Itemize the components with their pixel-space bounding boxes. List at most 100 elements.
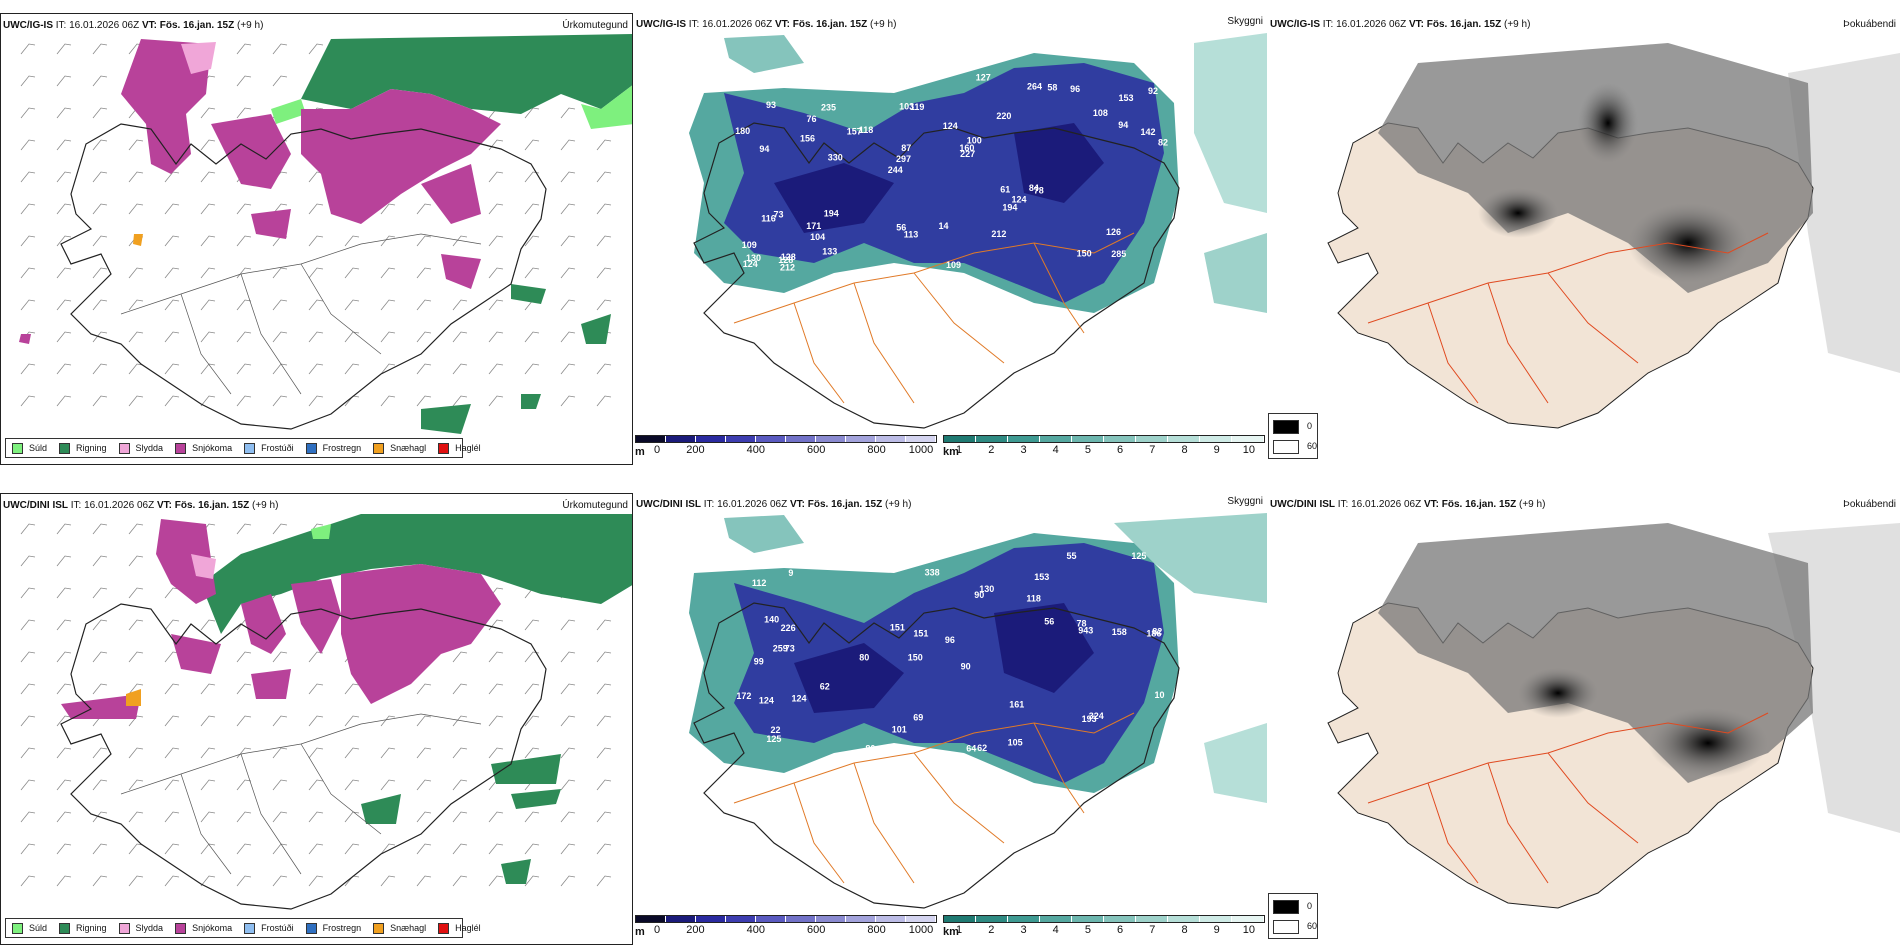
sleet-area (181, 42, 216, 74)
wind-barb (488, 299, 504, 311)
cloud-base-value: 324 (1089, 711, 1104, 721)
wind-barb (416, 331, 432, 343)
colorbar-tick-label: 0 (653, 924, 661, 936)
legend-swatch (438, 442, 450, 454)
wind-barb (524, 139, 540, 151)
legend-swatch (118, 442, 130, 454)
cloud-base-value: 194 (1002, 202, 1017, 212)
cloud-base-value: 285 (1111, 249, 1126, 259)
cloud-base-value: 212 (991, 229, 1006, 239)
cloud-base-value: 127 (976, 72, 991, 82)
cloud-base-value: 116 (761, 214, 776, 224)
colorbar-tick-label: 10 (1242, 924, 1256, 936)
wind-barb (416, 299, 432, 311)
colorbar-tick-label: 200 (686, 924, 705, 936)
wind-barb (92, 843, 108, 855)
wind-barb (272, 363, 288, 375)
roads (1367, 232, 1769, 404)
wind-barb (272, 875, 288, 887)
legend-swatch (244, 442, 256, 454)
cloud-base-labels: 285 94 153 244 220 128 103 124 73 118 109 104 119 100… (735, 65, 1168, 272)
wind-barb (128, 683, 144, 695)
cloud-base-value: 150 (1077, 249, 1092, 259)
cloud-base-value: 22 (771, 725, 781, 735)
wind-barb (272, 779, 288, 791)
wind-barb (524, 331, 540, 343)
wind-barb (560, 651, 576, 663)
cloud-base-value: 108 (1093, 108, 1108, 118)
colorbar-tick-label: 1000 (908, 924, 934, 936)
cloud-base-value: 264 (1027, 81, 1042, 91)
wind-barb (596, 875, 612, 887)
wind-barb (20, 555, 36, 567)
wind-barb (56, 843, 72, 855)
rain-area (581, 314, 611, 344)
colorbar-tick-label: 800 (867, 444, 886, 456)
wind-barb (272, 395, 288, 407)
snow-area (301, 89, 501, 224)
wind-barb (272, 75, 288, 87)
init-time: IT: 16.01.2026 06Z (1337, 499, 1422, 510)
snow-area (251, 669, 291, 699)
wind-barb (308, 235, 324, 247)
cloud-base-value: 220 (996, 111, 1011, 121)
wind-barb (344, 811, 360, 823)
wind-barb (236, 651, 252, 663)
wind-barb (344, 843, 360, 855)
cloud-base-value: 87 (901, 143, 911, 153)
panel-header: UWC/DINI ISL IT: 16.01.2026 06Z VT: Fös.… (636, 499, 911, 510)
cloud-base-value: 99 (754, 656, 764, 666)
fog-legend: 0 60 (1268, 413, 1318, 459)
wind-barb (308, 747, 324, 759)
cloud-base-value: 118 (1026, 594, 1041, 604)
valid-time: Fös. 16.jan. 15Z (807, 499, 883, 510)
wind-barb (236, 875, 252, 887)
roads (120, 233, 482, 395)
wind-barb (488, 171, 504, 183)
colorbar-segment (666, 916, 696, 922)
panel-header: UWC/IG-IS IT: 16.01.2026 06Z VT: Fös. 16… (3, 20, 263, 31)
legend-label: Haglél (455, 443, 481, 453)
wind-barb (164, 747, 180, 759)
wind-barb (488, 363, 504, 375)
legend-swatch (59, 922, 71, 934)
wind-barb (236, 235, 252, 247)
panel-title: Þokuábendi (1843, 19, 1896, 30)
colorbar-tick-label: 400 (746, 444, 765, 456)
wind-barb (92, 267, 108, 279)
wind-barb (416, 683, 432, 695)
wind-barb (92, 811, 108, 823)
cloud-base-value: 82 (1158, 138, 1168, 148)
cloud-visibility-panel-dini: UWC/DINI ISL IT: 16.01.2026 06Z VT: Fös.… (634, 493, 1267, 945)
wind-barb (488, 235, 504, 247)
legend-item: Haglél (438, 922, 481, 934)
wind-barb (56, 107, 72, 119)
cloud-base-value: 112 (752, 578, 767, 588)
wind-barb (272, 843, 288, 855)
fog-index-panel-igis: UWC/IG-IS IT: 16.01.2026 06Z VT: Fös. 16… (1268, 13, 1900, 465)
wind-barb (416, 875, 432, 887)
wind-barb (416, 267, 432, 279)
wind-barb (524, 235, 540, 247)
wind-barb (92, 171, 108, 183)
wind-barb (416, 363, 432, 375)
colorbar-segment (786, 916, 816, 922)
wind-barb (236, 331, 252, 343)
valid-time: Fös. 16.jan. 15Z (159, 20, 235, 31)
cloud-base-area (1014, 123, 1104, 203)
wind-barb (128, 331, 144, 343)
fog-core (1648, 708, 1768, 778)
cloud-base-value: 194 (824, 208, 839, 218)
wind-barb (452, 875, 468, 887)
roads (733, 712, 1135, 884)
colorbar-segment (1136, 916, 1168, 922)
panel-header: UWC/IG-IS IT: 16.01.2026 06Z VT: Fös. 16… (636, 19, 896, 30)
fog-map-dini (1327, 523, 1900, 909)
colorbar-tick-label: 600 (807, 924, 826, 936)
colorbar-segment (756, 916, 786, 922)
colorbar-swatches (943, 915, 1265, 923)
cloud-base-value: 80 (859, 652, 869, 662)
panel-title: Skyggni (1227, 496, 1263, 507)
wind-barb (452, 651, 468, 663)
wind-barb (380, 395, 396, 407)
